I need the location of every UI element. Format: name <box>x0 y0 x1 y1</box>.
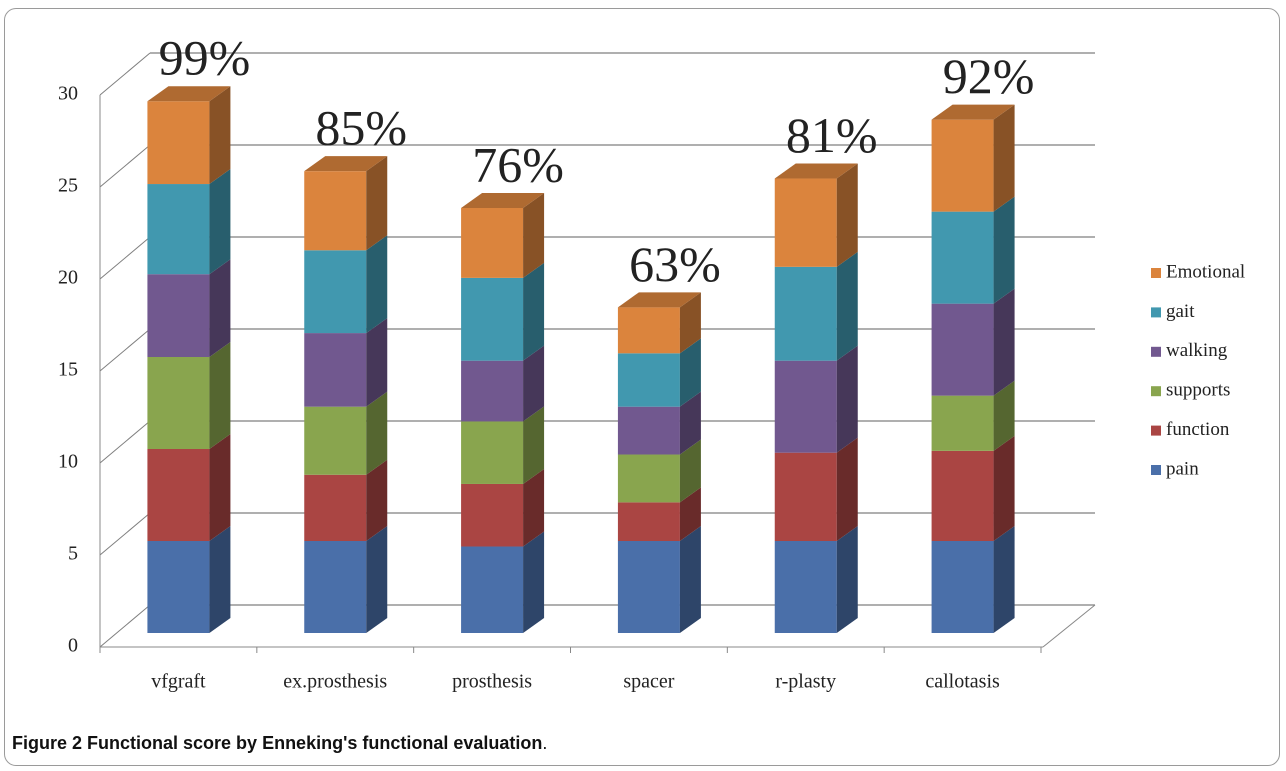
caption-text: Functional score by Enneking's functiona… <box>87 733 543 753</box>
y-tick-label: 15 <box>58 359 78 381</box>
legend-label: gait <box>1166 301 1195 322</box>
caption-label: Figure 2 <box>12 733 83 753</box>
bar-segment <box>774 251 858 361</box>
x-tick-label: r-plasty <box>775 671 836 693</box>
grid-diagonal <box>99 144 151 188</box>
bar-segment <box>304 235 388 334</box>
y-tick-label: 0 <box>68 635 78 657</box>
legend-label: Emotional <box>1166 261 1245 282</box>
bar-segment <box>304 156 388 251</box>
bar-segment <box>931 526 1015 633</box>
legend-swatch <box>1151 425 1161 436</box>
x-tick-label: ex.prosthesis <box>283 671 387 693</box>
total-label: 63% <box>629 236 721 292</box>
grid-diagonal <box>99 52 151 96</box>
bar-segment <box>931 288 1015 396</box>
bar-segment <box>461 262 545 361</box>
bar-segment <box>304 526 388 633</box>
x-tick-label: vfgraft <box>151 671 206 693</box>
legend-swatch <box>1151 307 1161 318</box>
x-tick-label: prosthesis <box>452 671 532 693</box>
y-tick-label: 5 <box>68 543 78 565</box>
y-tick-label: 20 <box>58 267 78 289</box>
bar-segment <box>617 526 701 633</box>
grid-diagonal <box>99 420 151 464</box>
bar-segment <box>304 318 388 407</box>
caption-end: . <box>542 733 548 753</box>
total-label: 99% <box>159 30 251 86</box>
legend-label: function <box>1166 419 1230 440</box>
bar-segment <box>461 468 545 547</box>
bar-segment <box>931 435 1015 541</box>
bar-segment <box>774 526 858 633</box>
legend-swatch <box>1151 346 1161 357</box>
caption: Figure 2 Functional score by Enneking's … <box>12 733 547 754</box>
total-label: 76% <box>472 136 564 192</box>
legend-label: pain <box>1166 458 1199 479</box>
x-tick-label: spacer <box>623 671 674 693</box>
bar-segment <box>617 439 701 503</box>
legend-swatch <box>1151 386 1161 397</box>
legend-swatch <box>1151 268 1161 278</box>
y-tick-label: 25 <box>58 175 78 197</box>
y-tick-label: 30 <box>58 83 78 105</box>
bar-segment <box>304 391 388 475</box>
bar-segment <box>461 192 545 278</box>
legend-label: supports <box>1166 380 1230 401</box>
bar-segment <box>774 345 858 453</box>
grid-diagonal <box>99 512 151 556</box>
figure-frame <box>4 8 1280 766</box>
grid-diagonal <box>99 604 151 648</box>
legend-label: walking <box>1166 340 1228 361</box>
bar-segment <box>617 338 701 407</box>
bar-segment <box>147 526 231 633</box>
total-label: 85% <box>315 100 407 156</box>
bar-segment <box>774 163 858 267</box>
bar-segment <box>617 292 701 354</box>
bar-segment <box>461 406 545 484</box>
bar-segment <box>931 196 1015 304</box>
y-tick-label: 10 <box>58 451 78 473</box>
bar-segment <box>617 487 701 541</box>
bar-segment <box>774 437 858 541</box>
floor-edge <box>1042 604 1096 648</box>
bar-segment <box>147 342 231 449</box>
bar-segment <box>147 259 231 357</box>
bar-segment <box>931 380 1015 451</box>
bar-segment <box>461 345 545 422</box>
bar-segment <box>931 104 1015 212</box>
bar-segment <box>304 459 388 541</box>
x-tick-label: callotasis <box>925 671 1000 693</box>
bar-segment <box>461 531 545 633</box>
grid-diagonal <box>99 236 151 280</box>
total-label: 92% <box>943 48 1035 104</box>
bar-segment <box>147 86 231 185</box>
total-label: 81% <box>786 107 878 163</box>
bar-segment <box>147 434 231 541</box>
bar-segment <box>147 169 231 275</box>
grid-diagonal <box>99 328 151 372</box>
bar-segment <box>617 391 701 455</box>
legend-swatch <box>1151 465 1161 475</box>
